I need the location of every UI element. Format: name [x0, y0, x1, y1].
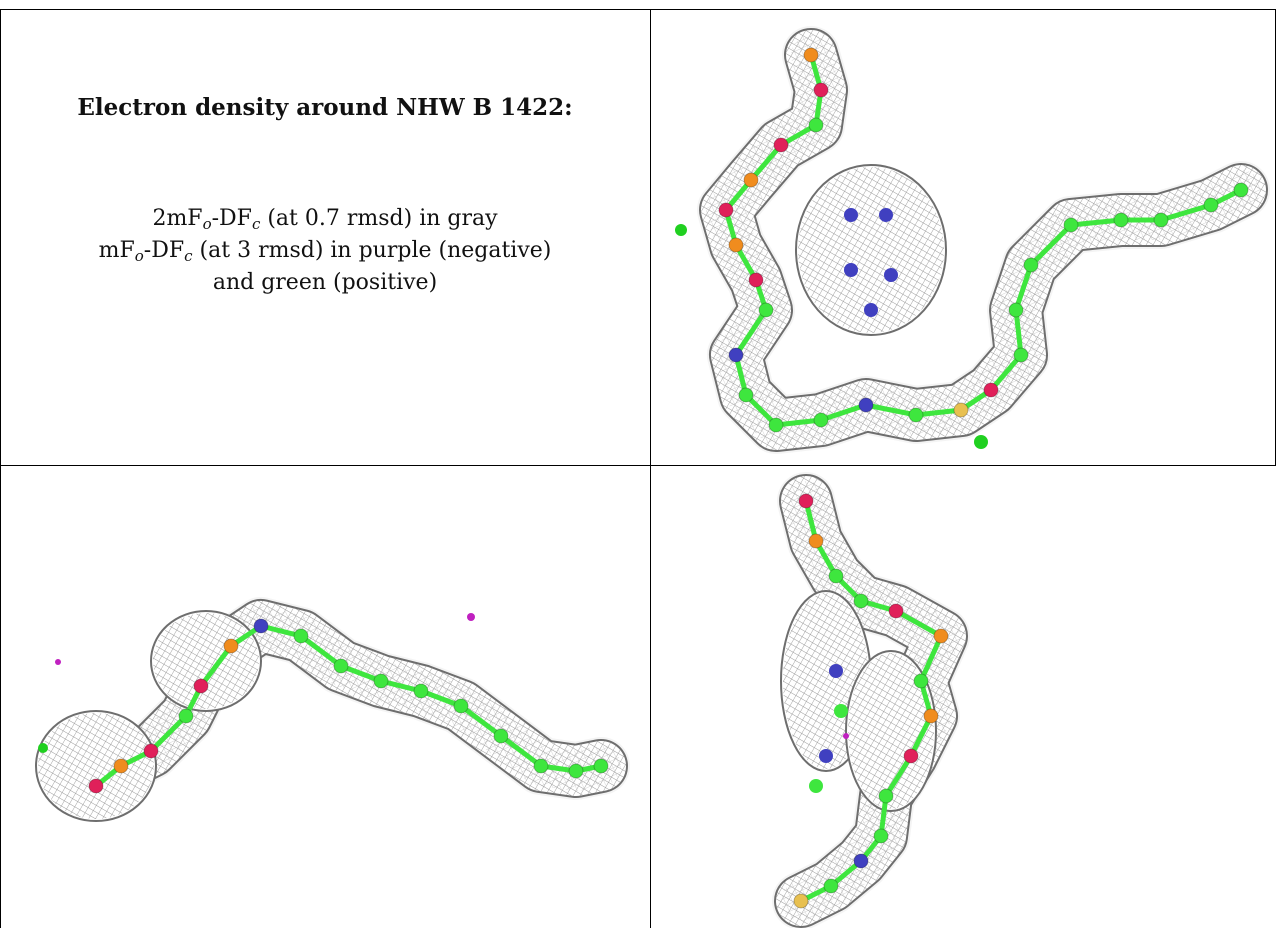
density-map-view-bottom-right	[772, 472, 970, 928]
oxygen-atom	[773, 137, 789, 153]
oxygen-atom	[888, 603, 904, 619]
nitrogen-atom	[844, 208, 858, 222]
oxygen-atom	[718, 202, 734, 218]
phosphorus-atom	[933, 628, 949, 644]
nitrogen-atom	[728, 347, 744, 363]
nitrogen-atom	[858, 397, 874, 413]
nitrogen-atom	[884, 268, 898, 282]
caption-title: Electron density around NHW B 1422:	[77, 94, 573, 121]
negative-density-blob	[843, 733, 849, 739]
carbon-atom	[178, 708, 194, 724]
density-mesh-blob	[38, 713, 154, 819]
density-panel-bottom-left	[1, 466, 650, 928]
carbon-atom	[813, 412, 829, 428]
caption-line-2: mFo-DFc (at 3 rmsd) in purple (negative)	[98, 238, 552, 265]
nitrogen-atom	[844, 263, 858, 277]
carbon-atom	[768, 417, 784, 433]
nitrogen-atom	[253, 618, 269, 634]
carbon-atom	[809, 779, 823, 793]
carbon-atom	[293, 628, 309, 644]
nitrogen-atom	[819, 749, 833, 763]
carbon-atom	[1013, 347, 1029, 363]
phosphorus-atom	[728, 237, 744, 253]
carbon-atom	[373, 673, 389, 689]
density-panel-top-right	[651, 10, 1275, 465]
carbon-atom	[533, 758, 549, 774]
carbon-atom	[453, 698, 469, 714]
carbon-atom	[853, 593, 869, 609]
sulfur-atom	[953, 402, 969, 418]
carbon-atom	[873, 828, 889, 844]
density-map-view-bottom-left	[35, 597, 630, 822]
positive-density-blob	[974, 435, 988, 449]
carbon-atom	[808, 117, 824, 133]
phosphorus-atom	[223, 638, 239, 654]
carbon-atom	[1023, 257, 1039, 273]
carbon-atom	[1233, 182, 1249, 198]
carbon-atom	[413, 683, 429, 699]
positive-density-blob	[38, 743, 48, 753]
density-panel-bottom-right	[651, 466, 1276, 928]
carbon-atom	[493, 728, 509, 744]
carbon-atom	[913, 673, 929, 689]
carbon-atom	[1008, 302, 1024, 318]
carbon-atom	[568, 763, 584, 779]
table-border-left	[0, 9, 1, 928]
carbon-atom	[758, 302, 774, 318]
caption-line-3: and green (positive)	[212, 270, 438, 295]
sulfur-atom	[793, 893, 809, 909]
oxygen-atom	[193, 678, 209, 694]
negative-density-blob	[467, 613, 475, 621]
carbon-atom	[828, 568, 844, 584]
caption-cell: Electron density around NHW B 1422: 2mFo…	[10, 0, 640, 465]
table-border-center	[650, 9, 651, 928]
carbon-atom	[908, 407, 924, 423]
oxygen-atom	[903, 748, 919, 764]
oxygen-atom	[983, 382, 999, 398]
negative-density-blob	[55, 659, 61, 665]
carbon-atom	[823, 878, 839, 894]
carbon-atom	[1063, 217, 1079, 233]
carbon-atom	[834, 704, 848, 718]
oxygen-atom	[798, 493, 814, 509]
table-border-top	[0, 9, 1276, 10]
density-map-view-top-right	[675, 26, 1270, 454]
phosphorus-atom	[923, 708, 939, 724]
table-border-middle	[0, 465, 1276, 466]
carbon-atom	[1203, 197, 1219, 213]
caption-line-1: 2mFo-DFc (at 0.7 rmsd) in gray	[152, 206, 498, 233]
phosphorus-atom	[113, 758, 129, 774]
nitrogen-atom	[829, 664, 843, 678]
nitrogen-atom	[879, 208, 893, 222]
carbon-atom	[1113, 212, 1129, 228]
nitrogen-atom	[864, 303, 878, 317]
carbon-atom	[878, 788, 894, 804]
density-mesh-blob	[798, 167, 944, 333]
oxygen-atom	[813, 82, 829, 98]
density-mesh-blob	[848, 653, 934, 809]
oxygen-atom	[88, 778, 104, 794]
carbon-atom	[593, 758, 609, 774]
carbon-atom	[1153, 212, 1169, 228]
oxygen-atom	[143, 743, 159, 759]
oxygen-atom	[748, 272, 764, 288]
carbon-atom	[333, 658, 349, 674]
density-mesh-blob	[153, 613, 259, 709]
phosphorus-atom	[808, 533, 824, 549]
phosphorus-atom	[803, 47, 819, 63]
carbon-atom	[738, 387, 754, 403]
nitrogen-atom	[853, 853, 869, 869]
positive-density-blob	[675, 224, 687, 236]
bond-chain	[94, 623, 602, 788]
phosphorus-atom	[743, 172, 759, 188]
